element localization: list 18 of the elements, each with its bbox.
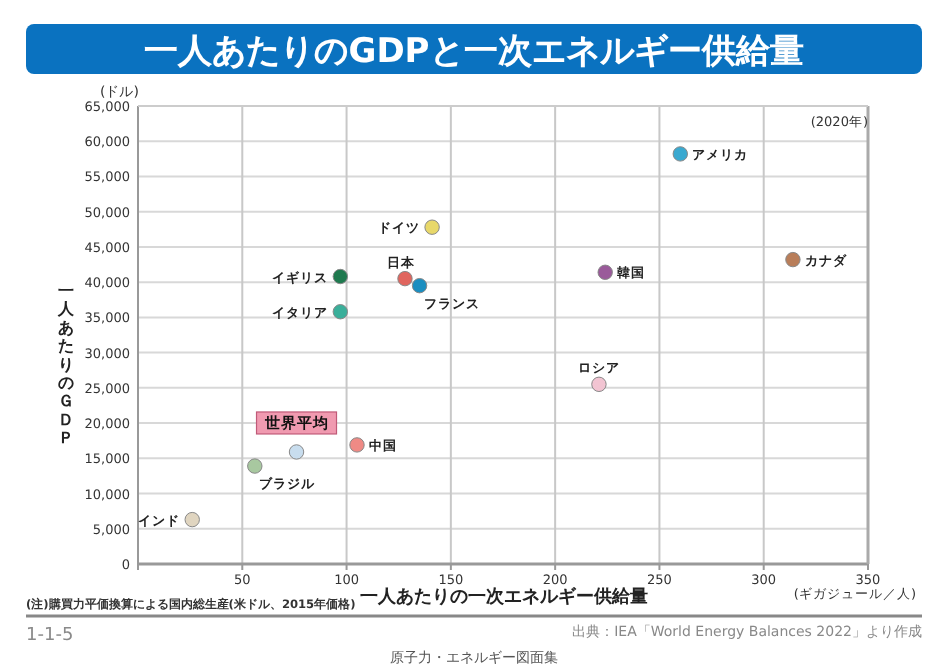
point xyxy=(332,268,349,285)
point xyxy=(332,304,349,320)
x-axis-title: 一人あたりの一次エネルギー供給量 xyxy=(360,586,648,608)
chart-title: 一人あたりのGDPと一次エネルギー供給量 xyxy=(144,32,804,72)
point xyxy=(597,264,613,280)
point xyxy=(672,146,688,162)
point xyxy=(184,511,200,528)
point xyxy=(785,251,801,268)
point xyxy=(349,437,365,453)
point xyxy=(591,376,607,393)
text: 一人あたりのＧＤＰ xyxy=(58,282,74,448)
point xyxy=(411,277,428,294)
point xyxy=(247,458,263,474)
title-banner: 一人あたりのGDPと一次エネルギー供給量 xyxy=(26,24,922,74)
point xyxy=(424,219,440,235)
point xyxy=(288,444,305,460)
point xyxy=(397,270,413,287)
text: 1-1-5 xyxy=(26,626,74,646)
